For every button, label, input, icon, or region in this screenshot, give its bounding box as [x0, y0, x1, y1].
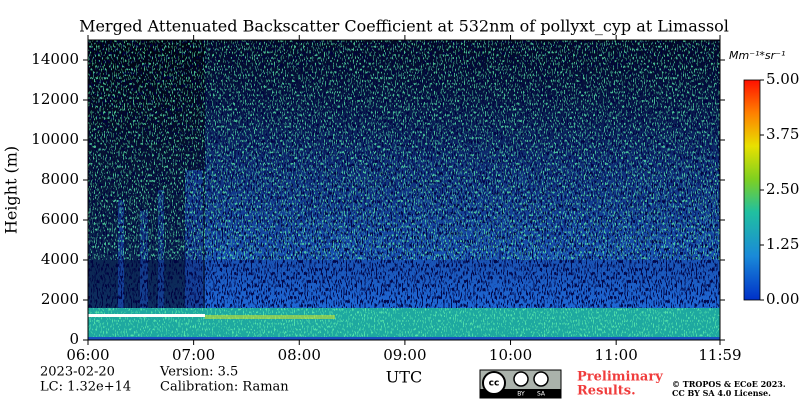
copyright: CC BY SA 4.0 License. [672, 388, 771, 398]
date: 2023-02-20 [40, 365, 115, 380]
copyright: © TROPOS & ECoE 2023. [672, 379, 786, 389]
heatmap [88, 40, 720, 340]
y-tick-label: 10000 [31, 130, 79, 148]
x-tick-label: 08:00 [278, 346, 321, 364]
y-tick-label: 2000 [41, 290, 79, 308]
y-axis-label: Height (m) [2, 146, 21, 234]
x-tick-label: 06:00 [66, 346, 109, 364]
y-tick-label: 8000 [41, 170, 79, 188]
chart-title: Merged Attenuated Backscatter Coefficien… [79, 17, 729, 36]
y-tick-label: 14000 [31, 50, 79, 68]
license-badge: cc BY SA [479, 369, 562, 399]
colorbar-label: Mm⁻¹*sr⁻¹ [729, 49, 785, 62]
x-tick-label: 09:00 [383, 346, 426, 364]
y-tick-label: 0 [69, 330, 79, 348]
x-tick-label: 07:00 [172, 346, 215, 364]
preliminary: Results. [577, 384, 636, 399]
y-tick-label: 6000 [41, 210, 79, 228]
badge-label: SA [537, 391, 546, 398]
colorbar [743, 79, 761, 301]
colorbar-tick-label: 1.25 [766, 235, 799, 253]
colorbar-tick-label: 2.50 [766, 180, 799, 198]
x-tick-label: 11:59 [698, 346, 741, 364]
plot-frame [87, 39, 721, 341]
x-tick-label: 10:00 [489, 346, 532, 364]
y-tick-label: 4000 [41, 250, 79, 268]
preliminary: Preliminary [577, 370, 663, 385]
badge-label: BY [517, 391, 525, 398]
version: Version: 3.5 [159, 365, 238, 380]
y-tick-label: 12000 [31, 90, 79, 108]
calibration: Calibration: Raman [160, 380, 289, 395]
colorbar-tick-label: 5.00 [766, 70, 799, 88]
axes: 0 2000 4000 6000 8000 10000 12000 14000 06:00 07:… [31, 35, 799, 364]
lc: LC: 1.32e+14 [40, 380, 131, 395]
colorbar-tick-label: 0.00 [766, 290, 799, 308]
colorbar-tick-label: 3.75 [766, 125, 799, 143]
x-tick-label: 11:00 [595, 346, 638, 364]
svg-text:cc: cc [489, 379, 500, 389]
x-axis-label: UTC [386, 368, 422, 387]
